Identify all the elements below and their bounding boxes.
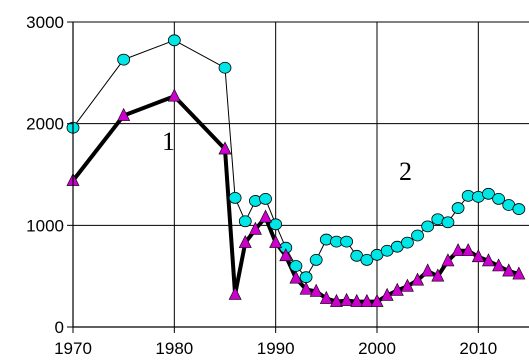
series-2-point: [360, 293, 374, 307]
series-2-point: [319, 290, 333, 304]
series-2-point: [512, 266, 526, 280]
series-2-point: [471, 249, 485, 263]
series-2-point: [431, 268, 445, 282]
series-1-point: [421, 220, 435, 233]
series-1-point: [451, 202, 465, 214]
x-tick-label: 2000: [358, 339, 396, 358]
series-1-point: [400, 236, 414, 249]
series-2-point: [299, 281, 313, 295]
series-1-point: [299, 271, 313, 284]
curve-label-2: 2: [399, 157, 412, 186]
series-1-point: [492, 192, 506, 205]
series-2-point: [400, 278, 414, 292]
series-1-point: [218, 61, 232, 74]
series-2-point: [461, 243, 475, 257]
series-2-point: [259, 209, 273, 223]
series-1-point: [269, 218, 283, 231]
series-2-point: [380, 287, 394, 301]
series-2-point: [228, 286, 242, 300]
y-tick-label: 3000: [26, 13, 64, 32]
axes: [67, 21, 529, 333]
series-2-point: [481, 253, 495, 267]
series-2-point: [238, 234, 252, 248]
series-1-point: [289, 260, 303, 272]
series-2-point: [117, 107, 131, 121]
series-1-point: [117, 53, 131, 66]
series-2-point: [329, 293, 343, 307]
series-2-point: [451, 243, 465, 257]
series-2-point: [269, 234, 283, 248]
series-1-point: [411, 229, 424, 242]
y-tick-label: 0: [55, 318, 64, 337]
series-2-point: [350, 293, 364, 307]
series-1-point: [340, 235, 354, 248]
series-2-point: [167, 88, 181, 102]
x-tick-label: 1990: [257, 339, 295, 358]
series-2-point: [289, 270, 303, 284]
x-tick-label: 2010: [459, 339, 497, 358]
series-1-point: [228, 191, 242, 204]
curve-label-1: 1: [162, 127, 175, 156]
series-2-point: [421, 263, 435, 277]
series-2-point: [309, 283, 323, 297]
y-tick-label: 2000: [26, 115, 64, 134]
series-1-point: [441, 216, 455, 229]
series-2-point: [340, 292, 354, 306]
series-2-point: [370, 293, 384, 307]
tick-labels: 1970 1980 1990 2000 2010 0 1000 2000 3000: [26, 13, 497, 358]
series-1-line: [72, 39, 520, 278]
series-1-point: [259, 192, 272, 205]
x-tick-label: 1970: [54, 339, 92, 358]
series-1-point: [482, 187, 495, 200]
y-tick-label: 1000: [26, 216, 64, 235]
series-1-point: [238, 215, 252, 228]
series-2-point: [411, 272, 425, 286]
series-1-point: [309, 253, 323, 266]
series-markers: [66, 34, 526, 307]
series-1-point: [167, 34, 181, 47]
series-2-point: [502, 263, 516, 277]
series-2-point: [218, 141, 232, 155]
series-2-point: [390, 282, 404, 296]
grid-lines: [73, 21, 529, 327]
series-2-point: [279, 248, 293, 262]
series-1-point: [512, 203, 526, 215]
series-2-point: [248, 221, 262, 235]
series-2-point: [492, 258, 506, 272]
series-2-point: [441, 253, 455, 267]
series-1-point: [360, 253, 374, 266]
x-tick-label: 1980: [155, 339, 193, 358]
